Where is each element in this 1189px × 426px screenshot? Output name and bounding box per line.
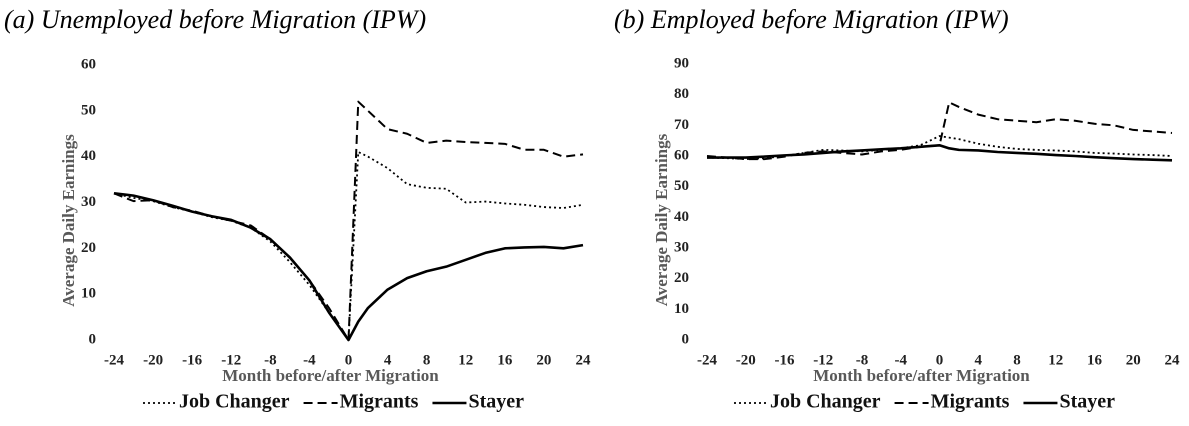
- y-tick-label: 0: [89, 331, 97, 347]
- x-tick-label: -16: [775, 352, 795, 368]
- legend-label: Migrants: [931, 391, 1010, 413]
- y-tick-label: 40: [81, 148, 96, 164]
- x-tick-label: 0: [936, 352, 944, 368]
- x-tick-label: -4: [303, 352, 316, 368]
- legend-label: Job Changer: [179, 391, 290, 413]
- x-tick-label: -16: [182, 352, 202, 368]
- y-tick-label: 40: [674, 209, 689, 225]
- legend-label: Stayer: [468, 391, 524, 413]
- x-tick-label: -24: [104, 352, 124, 368]
- legend-label: Migrants: [340, 391, 419, 413]
- y-tick-label: 60: [674, 147, 689, 163]
- x-tick-label: 24: [1165, 352, 1181, 368]
- series-line: [707, 143, 1173, 162]
- series-line: [706, 101, 1173, 161]
- series-line: [113, 192, 584, 342]
- y-tick-label: 30: [81, 194, 96, 210]
- x-tick-label: 8: [1013, 352, 1021, 368]
- x-tick-label: -8: [264, 352, 277, 368]
- x-tick-label: 8: [423, 352, 431, 368]
- y-tick-label: 10: [674, 301, 689, 317]
- x-tick-label: 20: [1126, 352, 1141, 368]
- chart-title: (a) Unemployed before Migration (IPW): [4, 5, 426, 34]
- legend-label: Stayer: [1059, 391, 1115, 413]
- x-tick-label: -24: [697, 352, 717, 368]
- legend: Job Changer Migrants Stayer: [142, 391, 524, 413]
- chart-title: (b) Employed before Migration (IPW): [614, 5, 1009, 34]
- x-axis-label: Month before/after Migration: [222, 366, 439, 385]
- x-tick-label: -12: [813, 352, 833, 368]
- y-tick-label: 20: [81, 240, 96, 256]
- x-tick-label: -20: [143, 352, 163, 368]
- x-tick-label: 24: [576, 352, 592, 368]
- legend: Job Changer Migrants Stayer: [733, 391, 1115, 413]
- y-tick-label: 20: [674, 270, 689, 286]
- x-tick-label: -4: [895, 352, 908, 368]
- legend-label: Job Changer: [770, 391, 881, 413]
- series-line: [113, 151, 584, 341]
- y-tick-label: 0: [682, 331, 690, 347]
- y-tick-label: 80: [674, 86, 689, 102]
- x-tick-label: 12: [1048, 352, 1063, 368]
- y-tick-label: 70: [674, 117, 689, 133]
- x-tick-label: -20: [736, 352, 756, 368]
- x-tick-label: -8: [856, 352, 869, 368]
- y-tick-label: 10: [81, 286, 96, 302]
- x-tick-label: -12: [221, 352, 241, 368]
- x-tick-label: 16: [1087, 352, 1103, 368]
- y-axis-label: Average Daily Earnings: [652, 133, 671, 306]
- x-tick-label: 20: [536, 352, 551, 368]
- x-axis-label: Month before/after Migration: [813, 366, 1030, 385]
- y-tick-label: 50: [81, 102, 96, 118]
- y-tick-label: 90: [674, 55, 689, 71]
- x-tick-label: 16: [497, 352, 513, 368]
- y-tick-label: 60: [81, 56, 96, 72]
- series-line: [113, 100, 584, 341]
- y-tick-label: 50: [674, 178, 689, 194]
- x-tick-label: 12: [458, 352, 473, 368]
- x-tick-label: 4: [975, 352, 983, 368]
- x-tick-label: 0: [345, 352, 353, 368]
- y-axis-label: Average Daily Earnings: [59, 134, 78, 307]
- x-tick-label: 4: [384, 352, 392, 368]
- y-tick-label: 30: [674, 239, 689, 255]
